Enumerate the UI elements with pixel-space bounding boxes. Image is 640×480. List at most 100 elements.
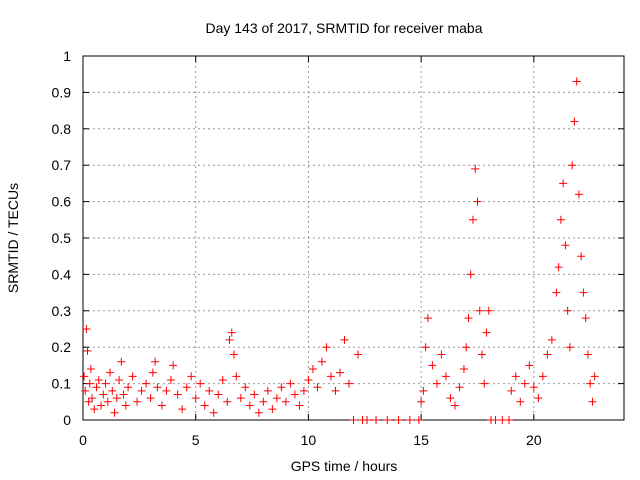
data-point <box>414 416 423 424</box>
data-point <box>423 314 432 323</box>
data-point <box>286 379 295 388</box>
data-point <box>80 372 89 381</box>
y-tick-label: 0.2 <box>52 339 72 355</box>
data-point <box>563 306 572 315</box>
y-tick-label: 0.1 <box>52 376 72 392</box>
data-point <box>450 401 459 410</box>
y-tick-label: 0.4 <box>52 266 72 282</box>
data-point <box>178 405 187 414</box>
data-point <box>441 372 450 381</box>
data-point <box>133 397 142 406</box>
data-point <box>241 383 250 392</box>
data-point <box>561 241 570 250</box>
data-point <box>117 357 126 366</box>
data-point <box>482 328 491 337</box>
data-point <box>128 372 137 381</box>
data-point <box>363 416 372 424</box>
data-point <box>187 372 196 381</box>
data-point <box>112 394 121 403</box>
y-axis-label: SRMTID / TECUs <box>5 183 21 293</box>
data-point <box>81 386 90 395</box>
y-tick-label: 0.7 <box>52 157 72 173</box>
data-point <box>574 190 583 199</box>
data-point <box>191 394 200 403</box>
data-point <box>525 361 534 370</box>
data-point <box>568 161 577 170</box>
data-point <box>335 368 344 377</box>
data-point <box>372 416 381 424</box>
data-point <box>556 215 565 224</box>
data-point <box>250 390 259 399</box>
data-point <box>313 383 322 392</box>
data-point <box>110 408 119 417</box>
data-point <box>97 401 106 410</box>
y-tick-label: 0 <box>63 412 71 428</box>
data-point <box>498 416 507 424</box>
data-point <box>115 375 124 384</box>
grid <box>83 56 624 420</box>
data-point <box>162 386 171 395</box>
data-point <box>505 416 514 424</box>
data-point <box>137 386 146 395</box>
data-point <box>308 365 317 374</box>
data-point <box>119 390 128 399</box>
data-point <box>432 379 441 388</box>
data-point <box>272 394 281 403</box>
data-point <box>480 379 489 388</box>
data-point <box>484 306 493 315</box>
data-point <box>121 401 130 410</box>
x-tick-label: 0 <box>79 432 87 448</box>
data-point <box>218 375 227 384</box>
data-point <box>103 397 112 406</box>
x-tick-label: 20 <box>526 432 542 448</box>
data-point <box>421 343 430 352</box>
data-point <box>200 401 209 410</box>
data-point <box>565 343 574 352</box>
data-point <box>570 117 579 126</box>
data-point <box>559 179 568 188</box>
data-point <box>534 394 543 403</box>
data-point <box>468 215 477 224</box>
data-point <box>84 397 93 406</box>
data-point <box>394 416 403 424</box>
data-point <box>101 379 110 388</box>
data-point <box>326 372 335 381</box>
x-tick-label: 15 <box>413 432 429 448</box>
data-point <box>225 335 234 344</box>
data-point <box>579 288 588 297</box>
data-point <box>459 365 468 374</box>
data-point <box>588 397 597 406</box>
x-tick-label: 10 <box>301 432 317 448</box>
data-points <box>80 77 599 424</box>
data-point <box>466 270 475 279</box>
data-point <box>236 394 245 403</box>
data-point <box>583 350 592 359</box>
data-point <box>446 394 455 403</box>
data-point <box>85 379 94 388</box>
data-point <box>547 335 556 344</box>
data-point <box>245 401 254 410</box>
data-point <box>277 383 286 392</box>
data-point <box>428 361 437 370</box>
data-point <box>142 379 151 388</box>
data-point <box>196 379 205 388</box>
chart-title: Day 143 of 2017, SRMTID for receiver mab… <box>205 20 482 36</box>
data-point <box>299 386 308 395</box>
data-point <box>572 77 581 86</box>
data-point <box>281 397 290 406</box>
data-point <box>268 405 277 414</box>
data-point <box>182 383 191 392</box>
y-tick-label: 0.3 <box>52 303 72 319</box>
data-point <box>354 350 363 359</box>
data-point <box>230 350 239 359</box>
data-point <box>340 335 349 344</box>
data-point <box>405 416 414 424</box>
data-point <box>82 325 91 333</box>
data-point <box>157 401 166 410</box>
data-point <box>538 372 547 381</box>
data-point <box>99 390 108 399</box>
data-point <box>223 397 232 406</box>
data-point <box>543 350 552 359</box>
data-point <box>577 252 586 261</box>
